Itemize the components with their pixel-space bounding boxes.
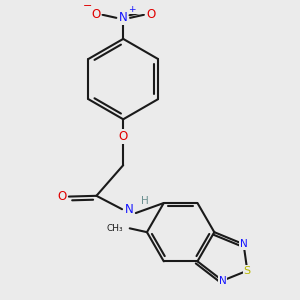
- Text: O: O: [118, 130, 128, 143]
- Text: +: +: [128, 5, 135, 14]
- Text: H: H: [141, 196, 149, 206]
- Text: N: N: [124, 203, 133, 216]
- Text: S: S: [244, 266, 251, 276]
- Text: O: O: [57, 190, 67, 203]
- Text: O: O: [91, 8, 100, 21]
- Text: N: N: [240, 239, 248, 249]
- Text: CH₃: CH₃: [106, 224, 123, 233]
- Text: −: −: [83, 2, 93, 11]
- Text: O: O: [146, 8, 155, 21]
- Text: N: N: [219, 276, 226, 286]
- Text: N: N: [119, 11, 128, 24]
